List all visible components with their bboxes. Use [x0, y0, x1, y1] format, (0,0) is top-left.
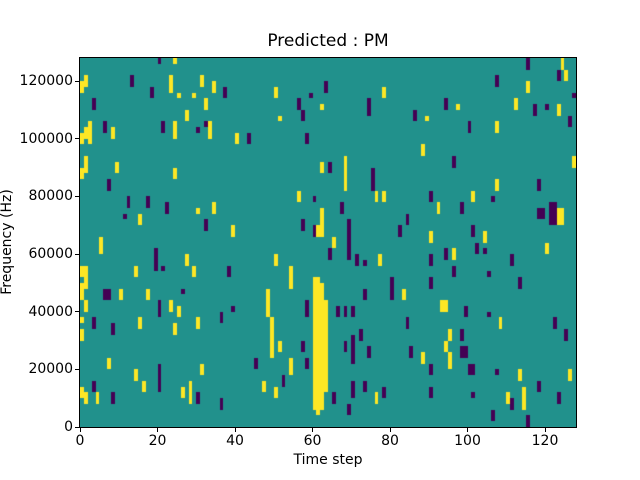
y-tick-label: 80000: [28, 188, 73, 205]
x-tick-label: 60: [303, 433, 322, 449]
x-tick-label: 120: [531, 433, 559, 449]
x-tick-label: 0: [75, 433, 85, 449]
y-tick-mark: [75, 311, 79, 313]
y-tick-label: 20000: [28, 361, 73, 378]
heatmap-canvas: [80, 58, 576, 427]
plot-area: [79, 57, 577, 428]
y-tick-label: 60000: [28, 246, 73, 263]
y-tick-label: 120000: [19, 73, 73, 90]
y-tick-mark: [75, 426, 79, 428]
x-tick-label: 40: [226, 433, 244, 449]
x-tick-mark: [234, 428, 236, 432]
x-tick-mark: [79, 428, 81, 432]
y-tick-mark: [75, 253, 79, 255]
x-tick-label: 20: [148, 433, 167, 449]
y-tick-label: 40000: [28, 303, 73, 320]
chart-title: Predicted : PM: [267, 31, 389, 51]
y-axis-label: Frequency (Hz): [0, 189, 15, 295]
x-axis-label: Time step: [293, 452, 363, 468]
x-tick-mark: [157, 428, 158, 432]
y-tick-mark: [75, 368, 79, 370]
x-tick-mark: [389, 428, 391, 432]
x-tick-label: 80: [381, 433, 399, 449]
x-tick-label: 100: [454, 433, 481, 449]
y-tick-label: 100000: [19, 130, 73, 147]
y-tick-mark: [75, 138, 79, 140]
x-tick-mark: [544, 428, 546, 432]
y-tick-mark: [75, 80, 79, 82]
x-tick-mark: [467, 428, 468, 432]
y-tick-label: 0: [64, 419, 73, 435]
y-tick-mark: [75, 195, 79, 197]
x-tick-mark: [312, 428, 313, 432]
